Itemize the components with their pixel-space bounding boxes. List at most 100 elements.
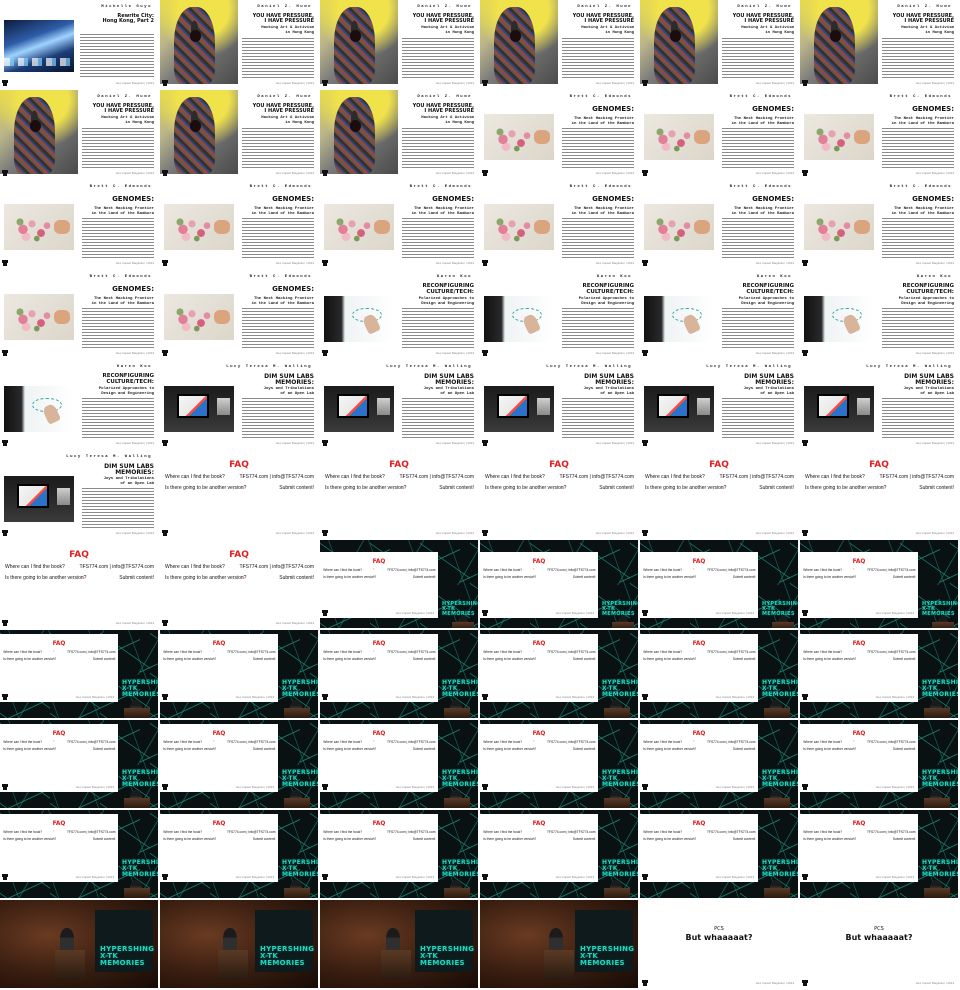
faq-title: FAQ (709, 460, 729, 470)
slide-thumbnail[interactable]: Brett C. Edmonds GENOMES: The Next Hacking… (640, 180, 798, 268)
slide-thumbnail[interactable]: FAQ Where can I find the book? › TFS774.com… (640, 720, 798, 808)
slide-thumbnail[interactable]: FAQ Where can I find the book? › TFS774.com… (160, 630, 318, 718)
slide-thumbnail[interactable]: HYPERSHING X-TK MEMORIES (320, 900, 478, 988)
arrow-icon: › (533, 656, 535, 661)
slide-thumbnail[interactable]: FAQ Where can I find the book? › TFS774.com… (800, 720, 958, 808)
publisher-logo-icon (482, 80, 488, 86)
slide-thumbnail[interactable]: Brett C. Edmonds GENOMES: The Next Hacking… (160, 180, 318, 268)
article-subtitle: Hacking Art & Activism in Hong Kong (901, 26, 954, 35)
slide-thumbnail[interactable]: Brett C. Edmonds GENOMES: The Next Hacking… (320, 180, 478, 268)
slide-thumbnail[interactable]: Lucy Teresa M. Walling DIM SUM LABS MEMOR… (480, 360, 638, 448)
slide-thumbnail[interactable]: Lucy Teresa M. Walling DIM SUM LABS MEMOR… (800, 360, 958, 448)
slide-thumbnail[interactable]: FAQ Where can I find the book? › TFS774.com… (320, 540, 478, 628)
slide-thumbnail[interactable]: Brett C. Edmonds GENOMES: The Next Hacking… (480, 180, 638, 268)
article-subtitle: Hacking Art & Activism in Hong Kong (421, 26, 474, 35)
slide-thumbnail[interactable]: FAQ Where can I find the book? › TFS774.com… (640, 630, 798, 718)
slide-thumbnail[interactable]: Lucy Teresa M. Walling DIM SUM LABS MEMOR… (320, 360, 478, 448)
slide-thumbnail[interactable]: Michelle Guyo Rewrite City: Hong Kong, Pa… (0, 0, 158, 88)
slide-thumbnail[interactable]: Daniel Z. Hume YOU HAVE PRESSURE, I HAVE … (480, 0, 638, 88)
slide-thumbnail[interactable]: Daniel Z. Hume YOU HAVE PRESSURE, I HAVE … (640, 0, 798, 88)
slide-thumbnail[interactable]: FAQ Where can I find the book? › TFS774.com… (640, 450, 798, 538)
publisher-logo-icon (2, 350, 8, 356)
faq-answer: Submit content! (119, 575, 154, 581)
faq-answer: TFS774.com | info@TFS774.com (547, 739, 596, 744)
slide-thumbnail[interactable]: FAQ Where can I find the book? › TFS774.com… (640, 810, 798, 898)
article-body-text (242, 398, 314, 438)
slide-thumbnail[interactable]: FAQ Where can I find the book? › TFS774.com… (320, 630, 478, 718)
publisher-logo-icon (2, 874, 8, 880)
slide-thumbnail[interactable]: PCS But whaaaaat? Hex Impact Magazine | 20… (640, 900, 798, 988)
slide-thumbnail[interactable]: FAQ Where can I find the book? › TFS774.com… (160, 450, 318, 538)
faq-question: Where can I find the book? (483, 829, 523, 834)
faq-question: Where can I find the book? (805, 474, 865, 480)
faq-title: FAQ (212, 730, 226, 737)
article-photo (4, 204, 74, 250)
slide-thumbnail[interactable]: Daniel Z. Hume YOU HAVE PRESSURE, I HAVE … (0, 90, 158, 178)
faq-question: Where can I find the book? (643, 649, 683, 654)
arrow-icon: › (373, 649, 375, 654)
projection-screen (575, 910, 633, 972)
slide-thumbnail[interactable]: FAQ Where can I find the book? › TFS774.com… (160, 720, 318, 808)
arrow-icon: › (53, 649, 55, 654)
slide-thumbnail[interactable]: Karen Koo RECONFIGURING CULTURE/TECH: Pola… (0, 360, 158, 448)
slide-thumbnail[interactable]: FAQ Where can I find the book? › TFS774.com… (0, 720, 158, 808)
slide-thumbnail[interactable]: FAQ Where can I find the book? › TFS774.com… (800, 450, 958, 538)
slide-thumbnail[interactable]: FAQ Where can I find the book? › TFS774.com… (160, 810, 318, 898)
slide-thumbnail[interactable]: FAQ Where can I find the book? › TFS774.com… (800, 810, 958, 898)
faq-question: Where can I find the book? (323, 829, 363, 834)
slide-thumbnail[interactable]: Daniel Z. Hume YOU HAVE PRESSURE, I HAVE … (320, 0, 478, 88)
slide-thumbnail[interactable]: PCS But whaaaaat? Hex Impact Magazine | 20… (800, 900, 958, 988)
slide-thumbnail[interactable]: Brett C. Edmonds GENOMES: The Next Hacking… (0, 270, 158, 358)
faq-answer: TFS774.com | info@TFS774.com (707, 567, 756, 572)
arrow-icon: › (562, 473, 564, 480)
publisher-logo-icon (322, 610, 328, 616)
slide-thumbnail[interactable]: Daniel Z. Hume YOU HAVE PRESSURE, I HAVE … (800, 0, 958, 88)
slide-thumbnail[interactable]: Daniel Z. Hume YOU HAVE PRESSURE, I HAVE … (160, 90, 318, 178)
slide-thumbnail[interactable]: Karen Koo RECONFIGURING CULTURE/TECH: Pola… (640, 270, 798, 358)
slide-thumbnail[interactable]: FAQ Where can I find the book? › TFS774.com… (640, 540, 798, 628)
slide-thumbnail[interactable]: Lucy Teresa M. Walling DIM SUM LABS MEMOR… (640, 360, 798, 448)
slide-thumbnail[interactable]: Karen Koo RECONFIGURING CULTURE/TECH: Pola… (480, 270, 638, 358)
slide-thumbnail[interactable]: HYPERSHING X-TK MEMORIES (160, 900, 318, 988)
slide-thumbnail[interactable]: FAQ Where can I find the book? › TFS774.com… (320, 720, 478, 808)
slide-thumbnail[interactable]: Karen Koo RECONFIGURING CULTURE/TECH: Pola… (800, 270, 958, 358)
slide-thumbnail[interactable]: Daniel Z. Hume YOU HAVE PRESSURE, I HAVE … (320, 90, 478, 178)
arrow-icon: › (242, 484, 244, 491)
slide-thumbnail[interactable]: HYPERSHING X-TK MEMORIES (0, 900, 158, 988)
speaker (386, 928, 400, 952)
slide-thumbnail[interactable]: Brett C. Edmonds GENOMES: The Next Hacking… (160, 270, 318, 358)
slide-thumbnail[interactable]: FAQ Where can I find the book? › TFS774.com… (320, 450, 478, 538)
slide-thumbnail[interactable]: Lucy Teresa M. Walling DIM SUM LABS MEMOR… (160, 360, 318, 448)
article-title: GENOMES: (912, 105, 954, 113)
slide-thumbnail[interactable]: Brett C. Edmonds GENOMES: The Next Hacking… (800, 180, 958, 268)
slide-thumbnail[interactable]: HYPERSHING X-TK MEMORIES (480, 900, 638, 988)
faq-title: FAQ (212, 640, 226, 647)
faq-answer: TFS774.com | info@TFS774.com (387, 567, 436, 572)
slide-thumbnail[interactable]: Lucy Teresa M. Walling DIM SUM LABS MEMOR… (0, 450, 158, 538)
slide-thumbnail[interactable]: Brett C. Edmonds GENOMES: The Next Hacking… (480, 90, 638, 178)
slide-thumbnail[interactable]: FAQ Where can I find the book? › TFS774.com… (480, 450, 638, 538)
slide-thumbnail[interactable]: FAQ Where can I find the book? › TFS774.com… (480, 720, 638, 808)
slide-thumbnail[interactable]: Brett C. Edmonds GENOMES: The Next Hacking… (0, 180, 158, 268)
faq-answer: Submit content! (412, 656, 436, 661)
slide-thumbnail[interactable]: Karen Koo RECONFIGURING CULTURE/TECH: Pola… (320, 270, 478, 358)
article-title: GENOMES: (272, 195, 314, 203)
slide-thumbnail[interactable]: FAQ Where can I find the book? › TFS774.com… (480, 810, 638, 898)
slide-thumbnail[interactable]: Daniel Z. Hume YOU HAVE PRESSURE, I HAVE … (160, 0, 318, 88)
arrow-icon: › (213, 836, 215, 841)
slide-thumbnail[interactable]: FAQ Where can I find the book? › TFS774.com… (480, 630, 638, 718)
slide-thumbnail[interactable]: Brett C. Edmonds GENOMES: The Next Hacking… (800, 90, 958, 178)
slide-thumbnail[interactable]: FAQ Where can I find the book? › TFS774.com… (800, 540, 958, 628)
slide-thumbnail[interactable]: FAQ Where can I find the book? › TFS774.com… (320, 810, 478, 898)
article-subtitle: The Next Hacking Frontier in the Land of… (731, 117, 794, 126)
slide-thumbnail[interactable]: FAQ Where can I find the book? › TFS774.com… (0, 540, 158, 628)
article-body-text (82, 128, 154, 168)
slide-thumbnail[interactable]: FAQ Where can I find the book? › TFS774.com… (480, 540, 638, 628)
slide-thumbnail[interactable]: FAQ Where can I find the book? › TFS774.com… (0, 630, 158, 718)
slide-thumbnail[interactable]: Brett C. Edmonds GENOMES: The Next Hacking… (640, 90, 798, 178)
slide-thumbnail[interactable]: FAQ Where can I find the book? › TFS774.com… (160, 540, 318, 628)
slide-thumbnail[interactable]: FAQ Where can I find the book? › TFS774.com… (0, 810, 158, 898)
slide-thumbnail[interactable]: FAQ Where can I find the book? › TFS774.com… (800, 630, 958, 718)
arrow-icon: › (373, 836, 375, 841)
faq-answer: Submit content! (759, 485, 794, 491)
